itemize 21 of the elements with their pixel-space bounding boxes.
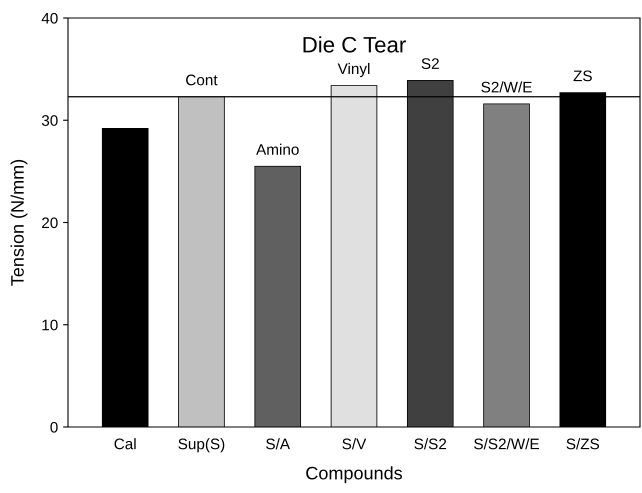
x-tick-label: S/A [266,438,290,450]
x-tick-label: Sup(S) [178,438,224,452]
y-tick-label: 30 [42,115,58,126]
annotation: ZS [574,70,592,82]
annotation: Amino [256,144,299,155]
x-tick-label: Cal [114,438,136,450]
x-tick-label: S/S2 [414,438,446,450]
annotation: S2/W/E [481,81,532,93]
y-tick-label: 20 [42,217,58,228]
y-tick-label: 10 [42,320,58,330]
annotation: Vinyl [338,62,370,78]
annotation: Cont [186,74,218,86]
annotation: S2 [422,58,439,70]
text: Die C Tear [304,36,406,53]
x-axis-title: Compounds [306,466,402,484]
y-tick-label: 0 [50,422,58,433]
y-tick-label: 40 [42,12,58,24]
x-tick-label: S/ZS [566,438,600,450]
x-tick-label: S/S2/W/E [474,438,539,450]
y-axis-title: Tension (N/mm) [10,160,28,286]
x-tick-label: S/V [342,438,366,450]
